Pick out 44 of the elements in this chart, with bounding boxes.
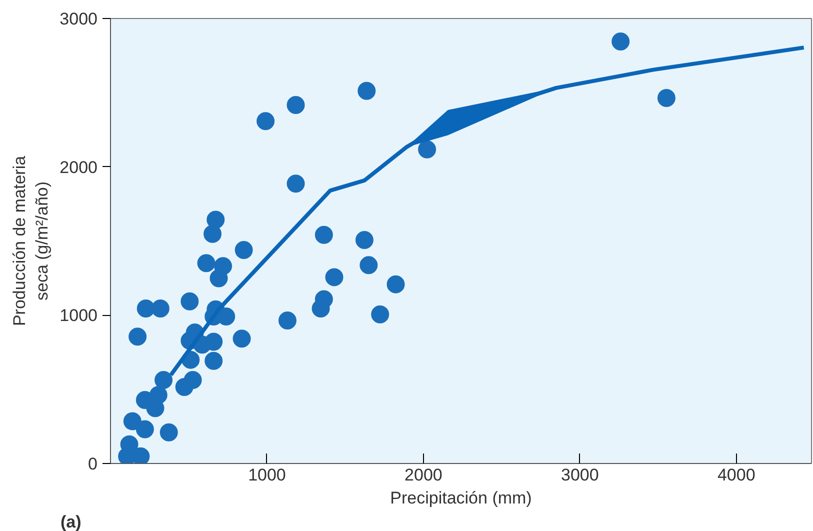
point — [278, 312, 296, 330]
point — [175, 378, 194, 396]
text: (a) — [60, 512, 82, 531]
point — [286, 174, 305, 193]
point — [128, 328, 147, 346]
point — [386, 275, 405, 294]
point — [132, 447, 150, 464]
y-tick-label: 1000 — [60, 306, 98, 326]
point — [204, 332, 223, 351]
point — [180, 292, 199, 310]
point — [286, 96, 305, 114]
point — [197, 254, 216, 272]
point — [360, 256, 378, 274]
y-tick-label: 0 — [88, 454, 98, 474]
x-axis-title: Precipitación (mm) — [390, 488, 532, 508]
point — [232, 330, 251, 348]
point — [136, 300, 155, 318]
point — [210, 269, 228, 288]
y-tick-label: 2000 — [60, 158, 98, 177]
point — [325, 268, 344, 286]
point — [657, 89, 676, 107]
y-tick-label: 3000 — [60, 10, 98, 28]
point — [204, 352, 223, 370]
x-tick-label: 3000 — [561, 466, 599, 484]
point — [160, 423, 178, 442]
x-tick-label: 2000 — [404, 466, 442, 484]
point — [149, 386, 168, 404]
point — [204, 224, 222, 243]
point — [123, 412, 142, 430]
point — [314, 226, 333, 244]
x-tick-label: 1000 — [248, 466, 286, 484]
point — [371, 305, 390, 324]
y-axis-title: Producción de materia seca (g/m²/año) — [10, 155, 52, 326]
point — [256, 112, 275, 130]
point — [151, 300, 170, 318]
point — [612, 32, 630, 50]
point — [312, 300, 330, 318]
point — [136, 420, 154, 438]
point — [358, 82, 376, 100]
point — [355, 230, 374, 249]
point — [154, 371, 173, 389]
point — [234, 241, 253, 260]
x-tick-label: 4000 — [717, 466, 756, 484]
point — [418, 140, 436, 158]
